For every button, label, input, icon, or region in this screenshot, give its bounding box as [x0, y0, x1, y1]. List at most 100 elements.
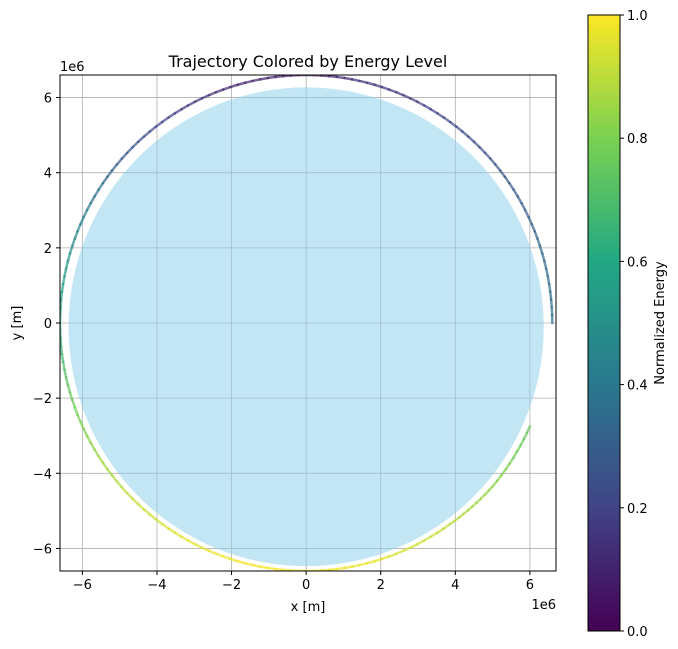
- x-tick-label: 2: [377, 578, 385, 593]
- trajectory-segment: [549, 298, 554, 309]
- trajectory-segment: [251, 563, 262, 568]
- trajectory-segment: [243, 562, 254, 567]
- trajectory-segment: [61, 360, 66, 371]
- trajectory-segment: [229, 557, 240, 563]
- trajectory-segment: [409, 97, 419, 104]
- colorbar-ticks: 0.0 0.2 0.4 0.6 0.8 1.0: [620, 9, 648, 640]
- trajectory-segment: [320, 75, 331, 78]
- trajectory-segment: [148, 513, 158, 521]
- trajectory-segment: [320, 568, 331, 571]
- trajectory-segment: [160, 116, 170, 124]
- trajectory-segment: [442, 116, 452, 124]
- trajectory-segment: [154, 518, 164, 526]
- trajectory-segment: [207, 549, 218, 555]
- colorbar-tick-label: 0.0: [627, 625, 648, 640]
- trajectory-segment: [387, 552, 398, 558]
- trajectory-segment: [373, 83, 384, 89]
- trajectory-segment: [547, 282, 552, 293]
- trajectory-segment: [402, 93, 412, 100]
- trajectory-segment: [429, 108, 439, 115]
- x-offset-label: 1e6: [531, 598, 556, 613]
- trajectory-segment: [461, 130, 470, 138]
- trajectory-segment: [508, 181, 515, 191]
- trajectory-segment: [60, 290, 64, 301]
- colorbar-tick-label: 0.2: [627, 502, 648, 517]
- colorbar-tick-label: 0.8: [627, 132, 648, 147]
- trajectory-segment: [60, 345, 64, 356]
- trajectory-segment: [489, 157, 497, 166]
- trajectory-segment: [380, 85, 391, 91]
- trajectory-segment: [71, 398, 77, 409]
- trajectory-segment: [549, 290, 553, 301]
- y-tick-label: 4: [44, 167, 52, 182]
- trajectory-segment: [436, 527, 446, 534]
- trajectory-segment: [142, 130, 152, 138]
- x-tick-label: 0: [302, 578, 310, 593]
- trajectory-segment: [221, 85, 232, 91]
- trajectory-segment: [60, 298, 63, 309]
- trajectory-segment: [416, 100, 426, 107]
- trajectory-segment: [207, 91, 218, 97]
- trajectory-segment: [274, 75, 285, 79]
- trajectory-segment: [274, 567, 285, 571]
- trajectory-segment: [60, 282, 65, 293]
- trajectory-segment: [180, 535, 190, 542]
- trajectory-segment: [229, 83, 240, 89]
- x-tick-label: −6: [73, 578, 92, 593]
- trajectory-segment: [281, 75, 293, 78]
- trajectory-segment: [131, 140, 140, 149]
- trajectory-segment: [110, 474, 119, 483]
- y-tick-label: −6: [33, 542, 52, 557]
- trajectory-segment: [442, 522, 452, 530]
- trajectory-segment: [131, 497, 140, 506]
- trajectory-segment: [236, 559, 247, 565]
- trajectory-segment: [173, 108, 183, 115]
- trajectory-segment: [115, 480, 124, 489]
- trajectory-segment: [516, 195, 523, 205]
- x-tick-label: 4: [451, 578, 459, 593]
- trajectory-segment: [478, 145, 487, 155]
- trajectory-segment: [93, 448, 100, 458]
- trajectory-segment: [387, 88, 398, 94]
- trajectory-segment: [343, 565, 354, 570]
- trajectory-segment: [541, 252, 546, 263]
- trajectory-segment: [483, 151, 492, 160]
- trajectory-segment: [82, 208, 89, 219]
- trajectory-segment: [76, 222, 82, 233]
- trajectory-segment: [544, 267, 550, 278]
- trajectory-segment: [82, 427, 89, 438]
- trajectory-segment: [101, 175, 109, 185]
- trajectory-segment: [63, 267, 68, 278]
- trajectory-segment: [200, 93, 211, 100]
- trajectory-segment: [258, 565, 270, 570]
- trajectory-segment: [221, 555, 232, 561]
- trajectory-segment: [136, 135, 146, 144]
- trajectory-segment: [472, 140, 481, 149]
- trajectory-segment: [266, 566, 277, 571]
- trajectory-segment: [402, 546, 412, 553]
- colorbar-tick-label: 0.6: [627, 255, 648, 270]
- trajectory-segment: [448, 120, 458, 128]
- trajectory-segment: [61, 275, 66, 286]
- trajectory-segment: [186, 100, 197, 107]
- trajectory-segment: [66, 383, 72, 394]
- trajectory-segment: [63, 368, 68, 379]
- trajectory-segment: [350, 78, 361, 83]
- trajectory-segment: [365, 559, 376, 565]
- trajectory-segment: [120, 151, 129, 160]
- trajectory-segment: [142, 508, 152, 516]
- trajectory-segment: [498, 169, 507, 179]
- trajectory-segment: [327, 75, 339, 79]
- trajectory-segment: [258, 76, 270, 81]
- trajectory-segment: [97, 181, 105, 191]
- trajectory-segment: [358, 562, 369, 567]
- trajectory-segment: [243, 79, 254, 84]
- trajectory-segment: [327, 567, 339, 571]
- trajectory-segment: [546, 275, 551, 286]
- trajectory-segment: [79, 215, 85, 226]
- trajectory-segment: [422, 104, 433, 111]
- x-tick-label: −2: [222, 578, 241, 593]
- trajectory-segment: [154, 120, 164, 128]
- trajectory-segment: [365, 81, 376, 87]
